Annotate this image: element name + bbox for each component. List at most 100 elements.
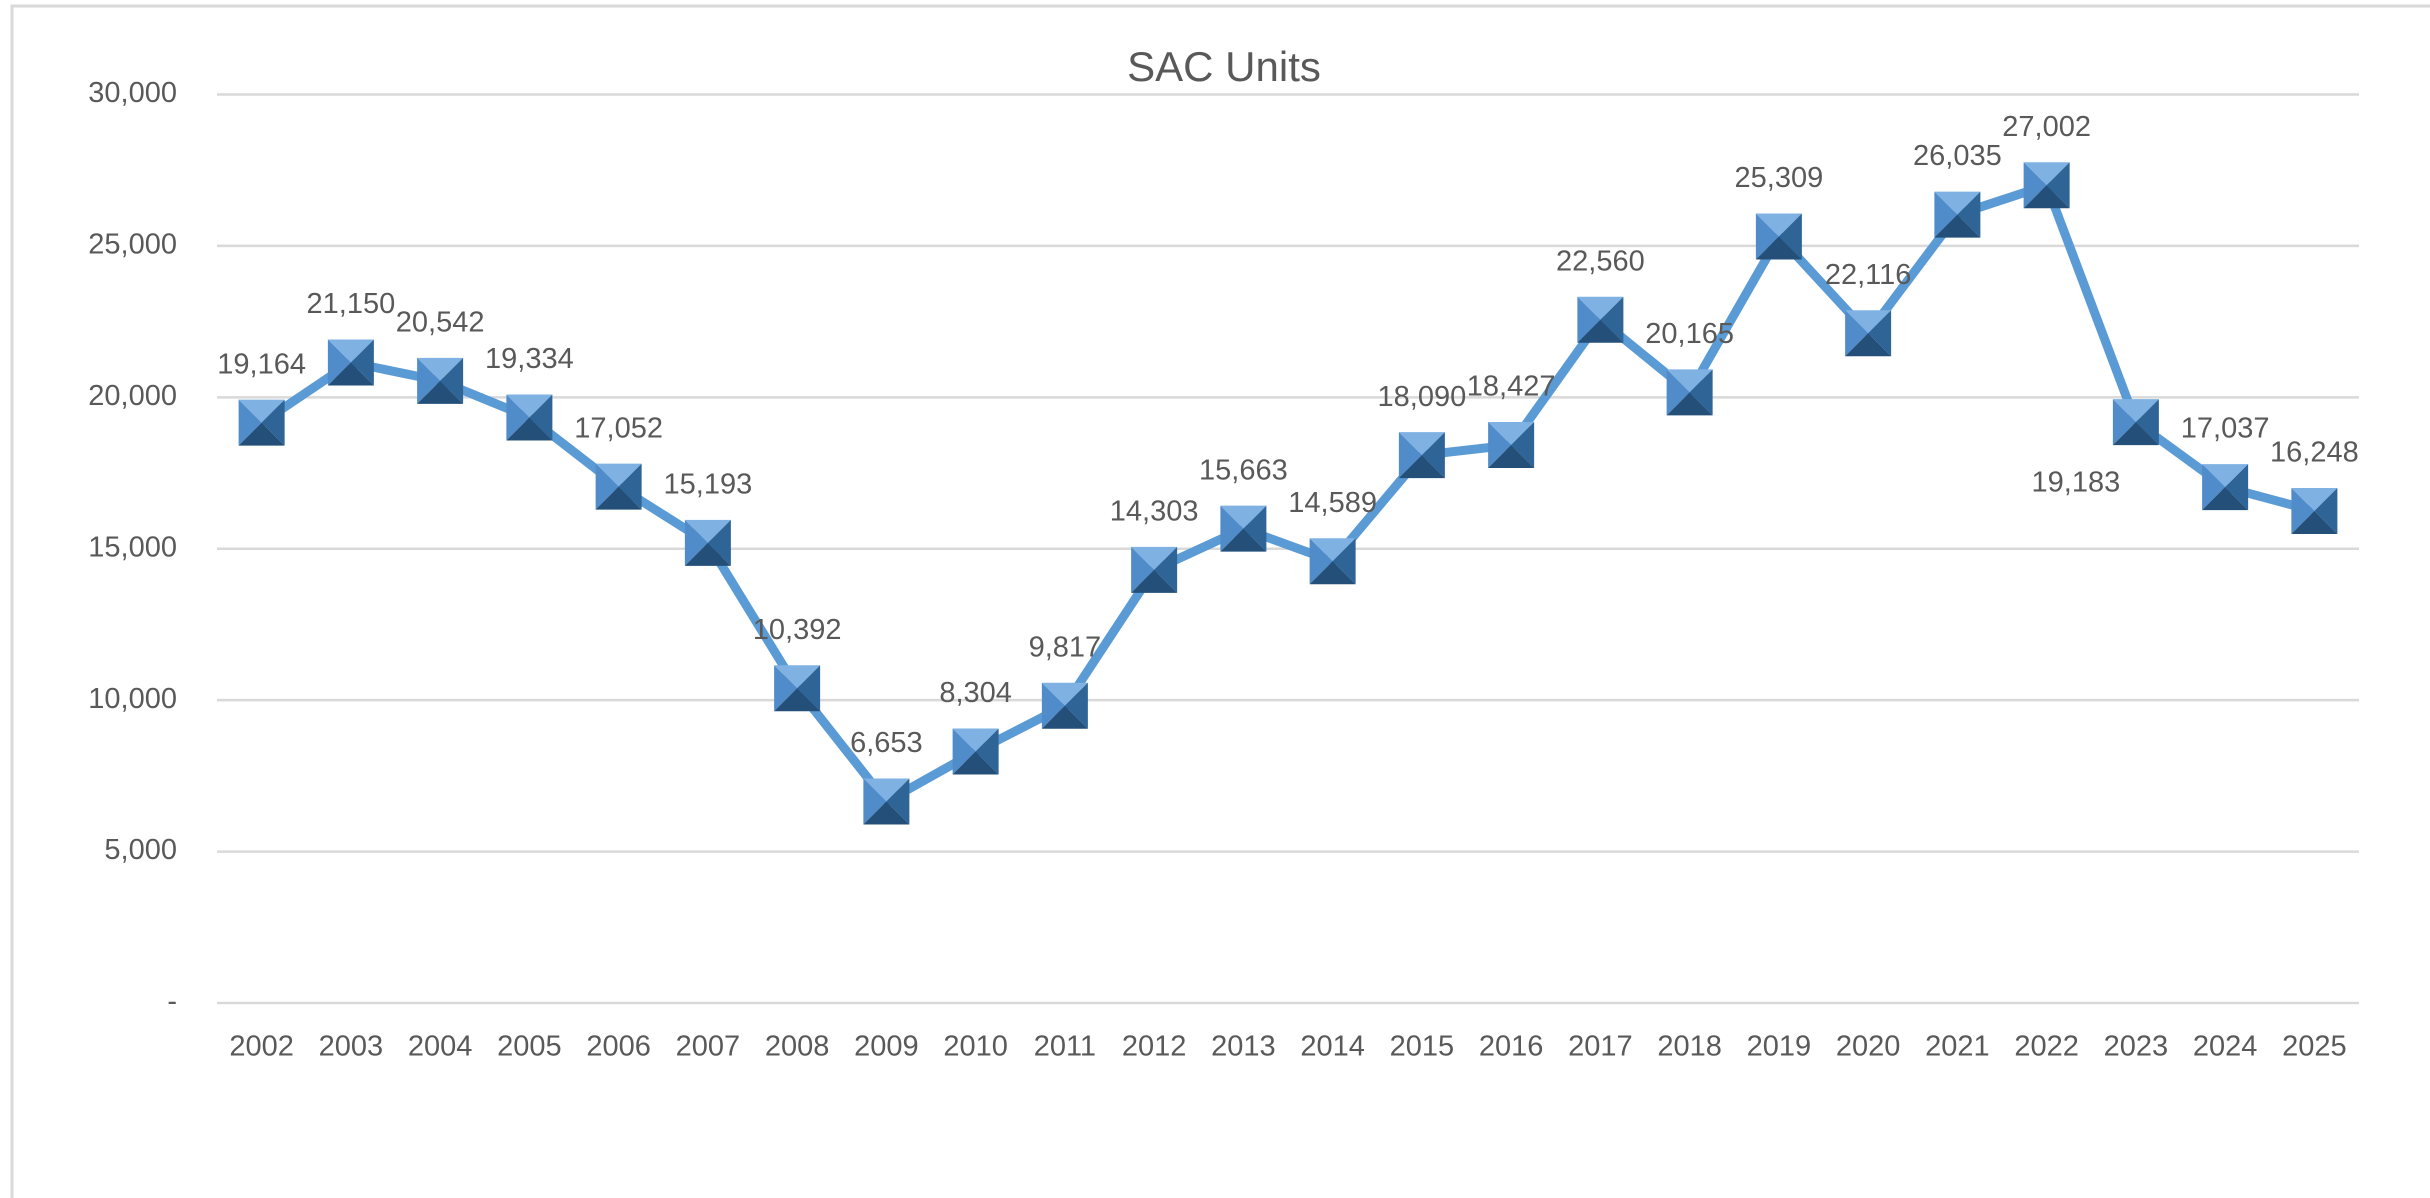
- marker-facet: [238, 399, 262, 446]
- marker: [1041, 682, 1088, 729]
- marker-facet: [684, 542, 731, 566]
- x-tick-label: 2024: [2193, 1031, 2258, 1063]
- marker-facet: [1666, 369, 1713, 393]
- marker-facet: [1041, 705, 1088, 729]
- marker-facet: [1577, 296, 1601, 343]
- marker-facet: [1309, 538, 1333, 585]
- data-label: 19,183: [2032, 467, 2121, 499]
- x-tick-label: 2021: [1925, 1031, 1990, 1063]
- marker-facet: [1511, 421, 1535, 468]
- marker-facet: [1131, 546, 1178, 570]
- x-tick-label: 2018: [1657, 1031, 1722, 1063]
- marker-facet: [1845, 310, 1869, 357]
- data-label: 8,304: [939, 677, 1012, 709]
- marker: [2112, 399, 2159, 446]
- marker: [1488, 421, 1535, 468]
- data-label: 17,037: [2181, 413, 2270, 445]
- marker-facet: [684, 519, 708, 566]
- data-label: 9,817: [1029, 631, 1102, 663]
- marker-facet: [952, 728, 999, 752]
- marker-facet: [1332, 538, 1356, 585]
- marker-facet: [952, 751, 999, 775]
- data-label: 18,090: [1378, 381, 1467, 413]
- marker-facet: [863, 778, 887, 825]
- marker-facet: [238, 399, 285, 423]
- data-label: 19,164: [217, 348, 306, 380]
- marker-facet: [797, 665, 821, 712]
- marker: [327, 339, 374, 386]
- marker: [952, 728, 999, 775]
- marker-facet: [1243, 505, 1267, 552]
- marker-facet: [1041, 682, 1065, 729]
- x-tick-label: 2009: [854, 1031, 919, 1063]
- marker-facet: [1131, 546, 1155, 593]
- marker-facet: [1131, 569, 1178, 593]
- marker-facet: [417, 357, 441, 404]
- marker-facet: [1154, 546, 1178, 593]
- x-tick-label: 2007: [676, 1031, 741, 1063]
- marker-facet: [1488, 421, 1512, 468]
- marker-facet: [1868, 310, 1892, 357]
- marker: [1755, 213, 1802, 260]
- marker: [2202, 464, 2249, 511]
- marker-facet: [506, 417, 553, 441]
- y-tick-label: 10,000: [88, 683, 177, 715]
- data-label: 6,653: [850, 727, 923, 759]
- x-tick-label: 2019: [1747, 1031, 1812, 1063]
- marker-facet: [238, 422, 285, 446]
- marker-facet: [1689, 369, 1713, 416]
- data-label: 15,193: [664, 469, 753, 501]
- marker: [506, 394, 553, 441]
- marker-facet: [774, 688, 821, 712]
- marker-facet: [1934, 214, 1981, 238]
- marker-facet: [2112, 422, 2159, 446]
- x-tick-label: 2017: [1568, 1031, 1633, 1063]
- marker-facet: [1309, 561, 1356, 585]
- marker-facet: [2135, 399, 2159, 446]
- marker-facet: [684, 519, 731, 543]
- marker: [2291, 487, 2338, 534]
- marker-facet: [1220, 505, 1267, 529]
- marker-facet: [1934, 191, 1981, 215]
- marker-facet: [1600, 296, 1624, 343]
- marker-facet: [2202, 464, 2249, 488]
- data-label: 27,002: [2002, 111, 2091, 143]
- x-tick-label: 2004: [408, 1031, 473, 1063]
- y-tick-label: 15,000: [88, 531, 177, 563]
- y-tick-label: 25,000: [88, 229, 177, 261]
- marker: [1934, 191, 1981, 238]
- data-label: 19,334: [485, 343, 574, 375]
- data-label: 18,427: [1467, 371, 1556, 403]
- x-tick-label: 2020: [1836, 1031, 1901, 1063]
- marker: [417, 357, 464, 404]
- x-tick-label: 2008: [765, 1031, 830, 1063]
- marker: [863, 778, 910, 825]
- marker: [684, 519, 731, 566]
- marker-facet: [1309, 538, 1356, 562]
- marker-facet: [506, 394, 530, 441]
- chart-frame: [10, 4, 2430, 1198]
- marker-facet: [1845, 333, 1892, 357]
- marker-facet: [417, 380, 464, 404]
- marker-facet: [1398, 432, 1445, 456]
- marker-facet: [863, 778, 910, 802]
- x-tick-label: 2014: [1300, 1031, 1365, 1063]
- marker-facet: [774, 665, 798, 712]
- x-tick-label: 2023: [2104, 1031, 2169, 1063]
- marker-facet: [975, 728, 999, 775]
- data-label: 17,052: [574, 412, 663, 444]
- marker-facet: [886, 778, 910, 825]
- marker-facet: [1577, 319, 1624, 343]
- data-label: 10,392: [753, 614, 842, 646]
- x-tick-label: 2016: [1479, 1031, 1544, 1063]
- marker-facet: [1845, 310, 1892, 334]
- marker-facet: [863, 801, 910, 825]
- marker-facet: [261, 399, 285, 446]
- marker: [595, 463, 642, 510]
- x-tick-label: 2006: [586, 1031, 651, 1063]
- marker-facet: [2291, 510, 2338, 534]
- marker-facet: [2023, 162, 2070, 186]
- marker-facet: [2202, 487, 2249, 511]
- x-tick-label: 2015: [1390, 1031, 1455, 1063]
